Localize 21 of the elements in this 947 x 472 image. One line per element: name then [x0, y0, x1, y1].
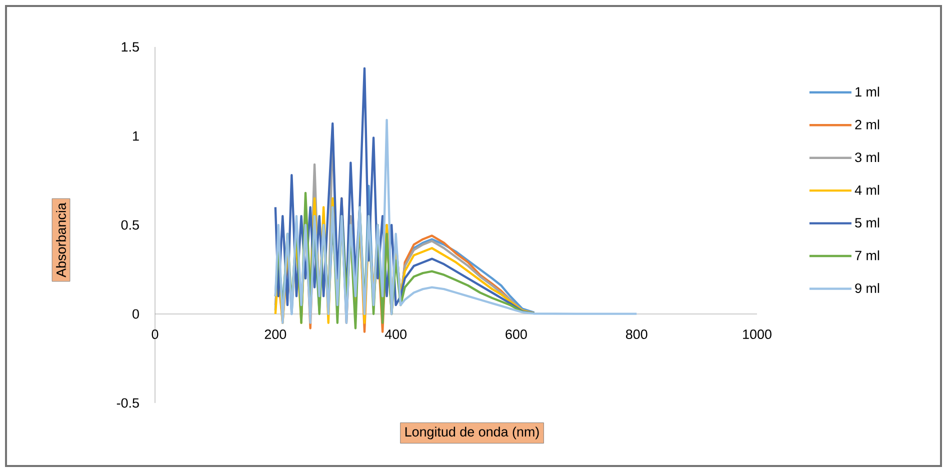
legend-label: 5 ml [855, 218, 880, 228]
legend-label: 3 ml [855, 152, 880, 162]
x-tick-label: 600 [506, 330, 527, 340]
x-tick-label: 400 [384, 330, 406, 340]
legend-label: 4 ml [854, 184, 880, 195]
line-series [274, 118, 638, 324]
x-tick-label: 1000 [743, 330, 772, 340]
y-tick-label: 1 [133, 131, 139, 141]
y-tick-label: -0.5 [116, 398, 139, 408]
y-tick-label: 0 [132, 309, 139, 319]
y-axis-title: Absorbancia [56, 202, 66, 278]
legend-label: 7 ml [855, 250, 880, 260]
legend-label: 1 ml [856, 86, 880, 97]
y-tick-label: 0.5 [121, 220, 139, 230]
legend-label: 2 ml [855, 119, 880, 130]
y-tick-label: 1.5 [122, 42, 139, 52]
x-axis-title: Longitud de onda (nm) [405, 426, 539, 440]
legend-label: 9 ml [855, 283, 880, 293]
x-tick-label: 800 [626, 330, 648, 340]
x-tick-label: 0 [152, 330, 158, 340]
x-tick-label: 200 [264, 330, 286, 340]
